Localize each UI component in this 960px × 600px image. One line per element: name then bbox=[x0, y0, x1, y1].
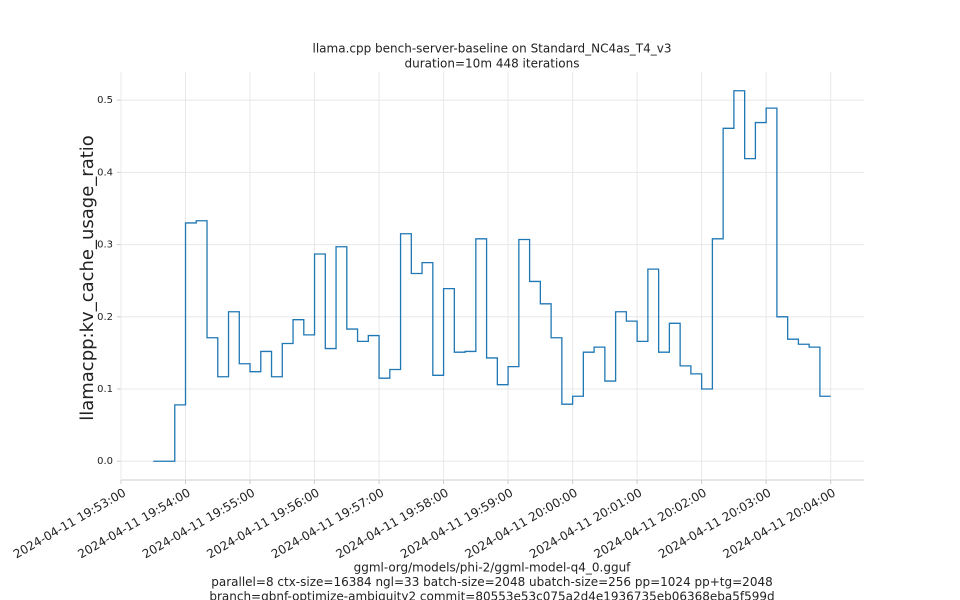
data-line bbox=[153, 90, 831, 462]
chart-title: llama.cpp bench-server-baseline on Stand… bbox=[313, 42, 672, 56]
chart-subtitle: duration=10m 448 iterations bbox=[405, 57, 580, 71]
y-tick-label: 0.2 bbox=[97, 312, 113, 323]
x-tick-label: 2024-04-11 20:01:00 bbox=[527, 486, 644, 562]
caption-line: ggml-org/models/phi-2/ggml-model-q4_0.gg… bbox=[354, 561, 632, 575]
y-tick-label: 0.4 bbox=[97, 167, 113, 178]
x-tick-label: 2024-04-11 19:57:00 bbox=[269, 486, 386, 562]
x-tick-label: 2024-04-11 20:00:00 bbox=[462, 486, 579, 562]
x-tick-label: 2024-04-11 19:54:00 bbox=[75, 486, 192, 562]
y-tick-label: 0.3 bbox=[97, 240, 113, 251]
y-axis-label: llamacpp:kv_cache_usage_ratio bbox=[77, 135, 98, 421]
x-tick-label: 2024-04-11 19:55:00 bbox=[140, 486, 257, 562]
y-tick-label: 0.1 bbox=[97, 384, 113, 395]
y-tick-label: 0.5 bbox=[97, 95, 113, 106]
caption-line: branch=gbnf-optimize-ambiguity2 commit=8… bbox=[209, 590, 774, 600]
x-tick-label: 2024-04-11 19:59:00 bbox=[398, 486, 515, 562]
x-tick-label: 2024-04-11 20:03:00 bbox=[656, 486, 773, 562]
y-tick-label: 0.0 bbox=[97, 456, 113, 467]
x-tick-label: 2024-04-11 20:04:00 bbox=[721, 486, 838, 562]
x-tick-label: 2024-04-11 19:56:00 bbox=[204, 486, 321, 562]
caption-line: parallel=8 ctx-size=16384 ngl=33 batch-s… bbox=[211, 575, 772, 589]
x-tick-label: 2024-04-11 20:02:00 bbox=[592, 486, 709, 562]
x-tick-label: 2024-04-11 19:58:00 bbox=[333, 486, 450, 562]
x-tick-label: 2024-04-11 19:53:00 bbox=[11, 486, 128, 562]
